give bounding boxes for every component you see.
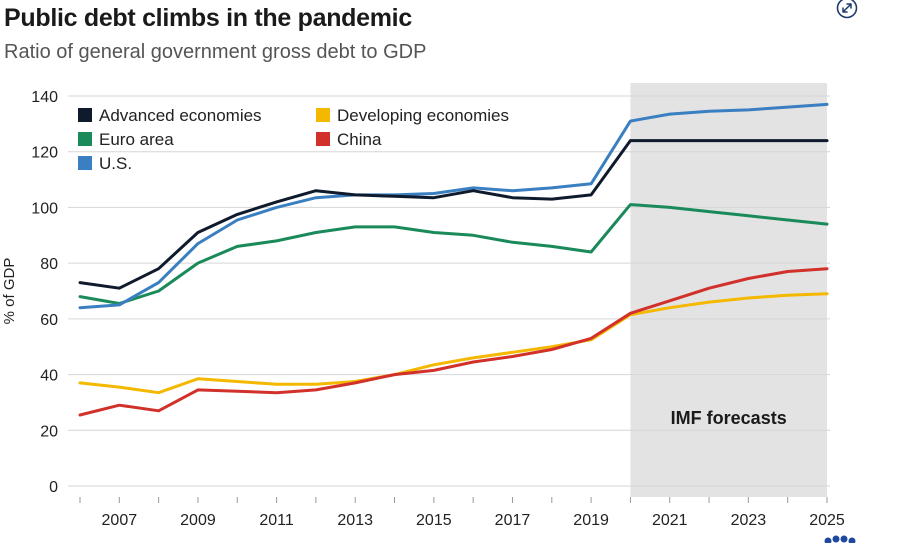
series-line-china bbox=[78, 267, 829, 417]
y-tick-label: 60 bbox=[40, 312, 58, 329]
x-tick-label: 2017 bbox=[495, 512, 531, 529]
x-tick-label: 2009 bbox=[180, 512, 216, 529]
legend-swatch bbox=[78, 132, 92, 146]
legend-label: Advanced economies bbox=[99, 106, 262, 125]
x-tick-label: 2015 bbox=[416, 512, 452, 529]
series-line-euro-area bbox=[78, 203, 829, 305]
y-tick-label: 20 bbox=[40, 423, 58, 440]
x-tick-label: 2011 bbox=[259, 512, 294, 529]
chart-subtitle: Ratio of general government gross debt t… bbox=[4, 41, 427, 63]
forecast-label: IMF forecasts bbox=[671, 408, 787, 428]
brand-logo-dots bbox=[818, 530, 858, 545]
series-line-advanced-economies bbox=[78, 139, 829, 290]
x-tick-label: 2021 bbox=[652, 512, 688, 529]
y-tick-label: 120 bbox=[31, 145, 58, 162]
legend-label: Developing economies bbox=[337, 106, 509, 125]
x-tick-label: 2007 bbox=[102, 512, 138, 529]
chart-title: Public debt climbs in the pandemic bbox=[4, 4, 412, 32]
y-tick-label: 0 bbox=[49, 479, 58, 496]
y-tick-label: 140 bbox=[31, 89, 58, 106]
series-line-u-s bbox=[78, 102, 829, 310]
legend-label: Euro area bbox=[99, 130, 174, 149]
forecast-region bbox=[630, 83, 827, 497]
legend-swatch bbox=[78, 156, 92, 170]
x-tick-label: 2019 bbox=[573, 512, 609, 529]
x-tick-label: 2025 bbox=[809, 512, 845, 529]
legend-label: China bbox=[337, 130, 382, 149]
legend-swatch bbox=[78, 108, 92, 122]
x-tick-label: 2013 bbox=[337, 512, 373, 529]
legend-label: U.S. bbox=[99, 154, 132, 173]
y-axis-label: % of GDP bbox=[1, 258, 18, 325]
legend-swatch bbox=[316, 132, 330, 146]
y-tick-label: 80 bbox=[40, 256, 58, 273]
x-tick-label: 2023 bbox=[731, 512, 767, 529]
y-tick-label: 40 bbox=[40, 368, 58, 385]
series-line-developing-economies bbox=[78, 292, 829, 395]
y-tick-label: 100 bbox=[31, 200, 58, 217]
expand-icon[interactable] bbox=[832, 0, 862, 22]
legend-swatch bbox=[316, 108, 330, 122]
